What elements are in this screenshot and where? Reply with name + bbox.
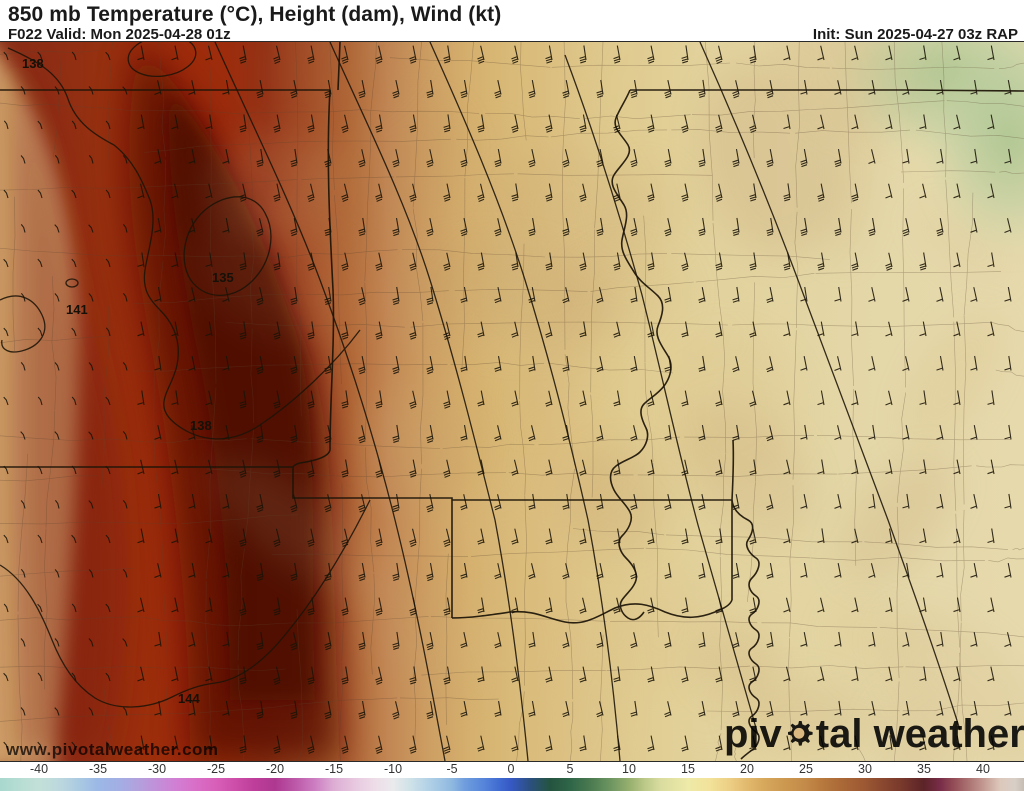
svg-text:144: 144 bbox=[178, 691, 200, 706]
svg-text:141: 141 bbox=[66, 302, 88, 317]
svg-text:138: 138 bbox=[22, 56, 44, 71]
svg-text:135: 135 bbox=[212, 270, 234, 285]
